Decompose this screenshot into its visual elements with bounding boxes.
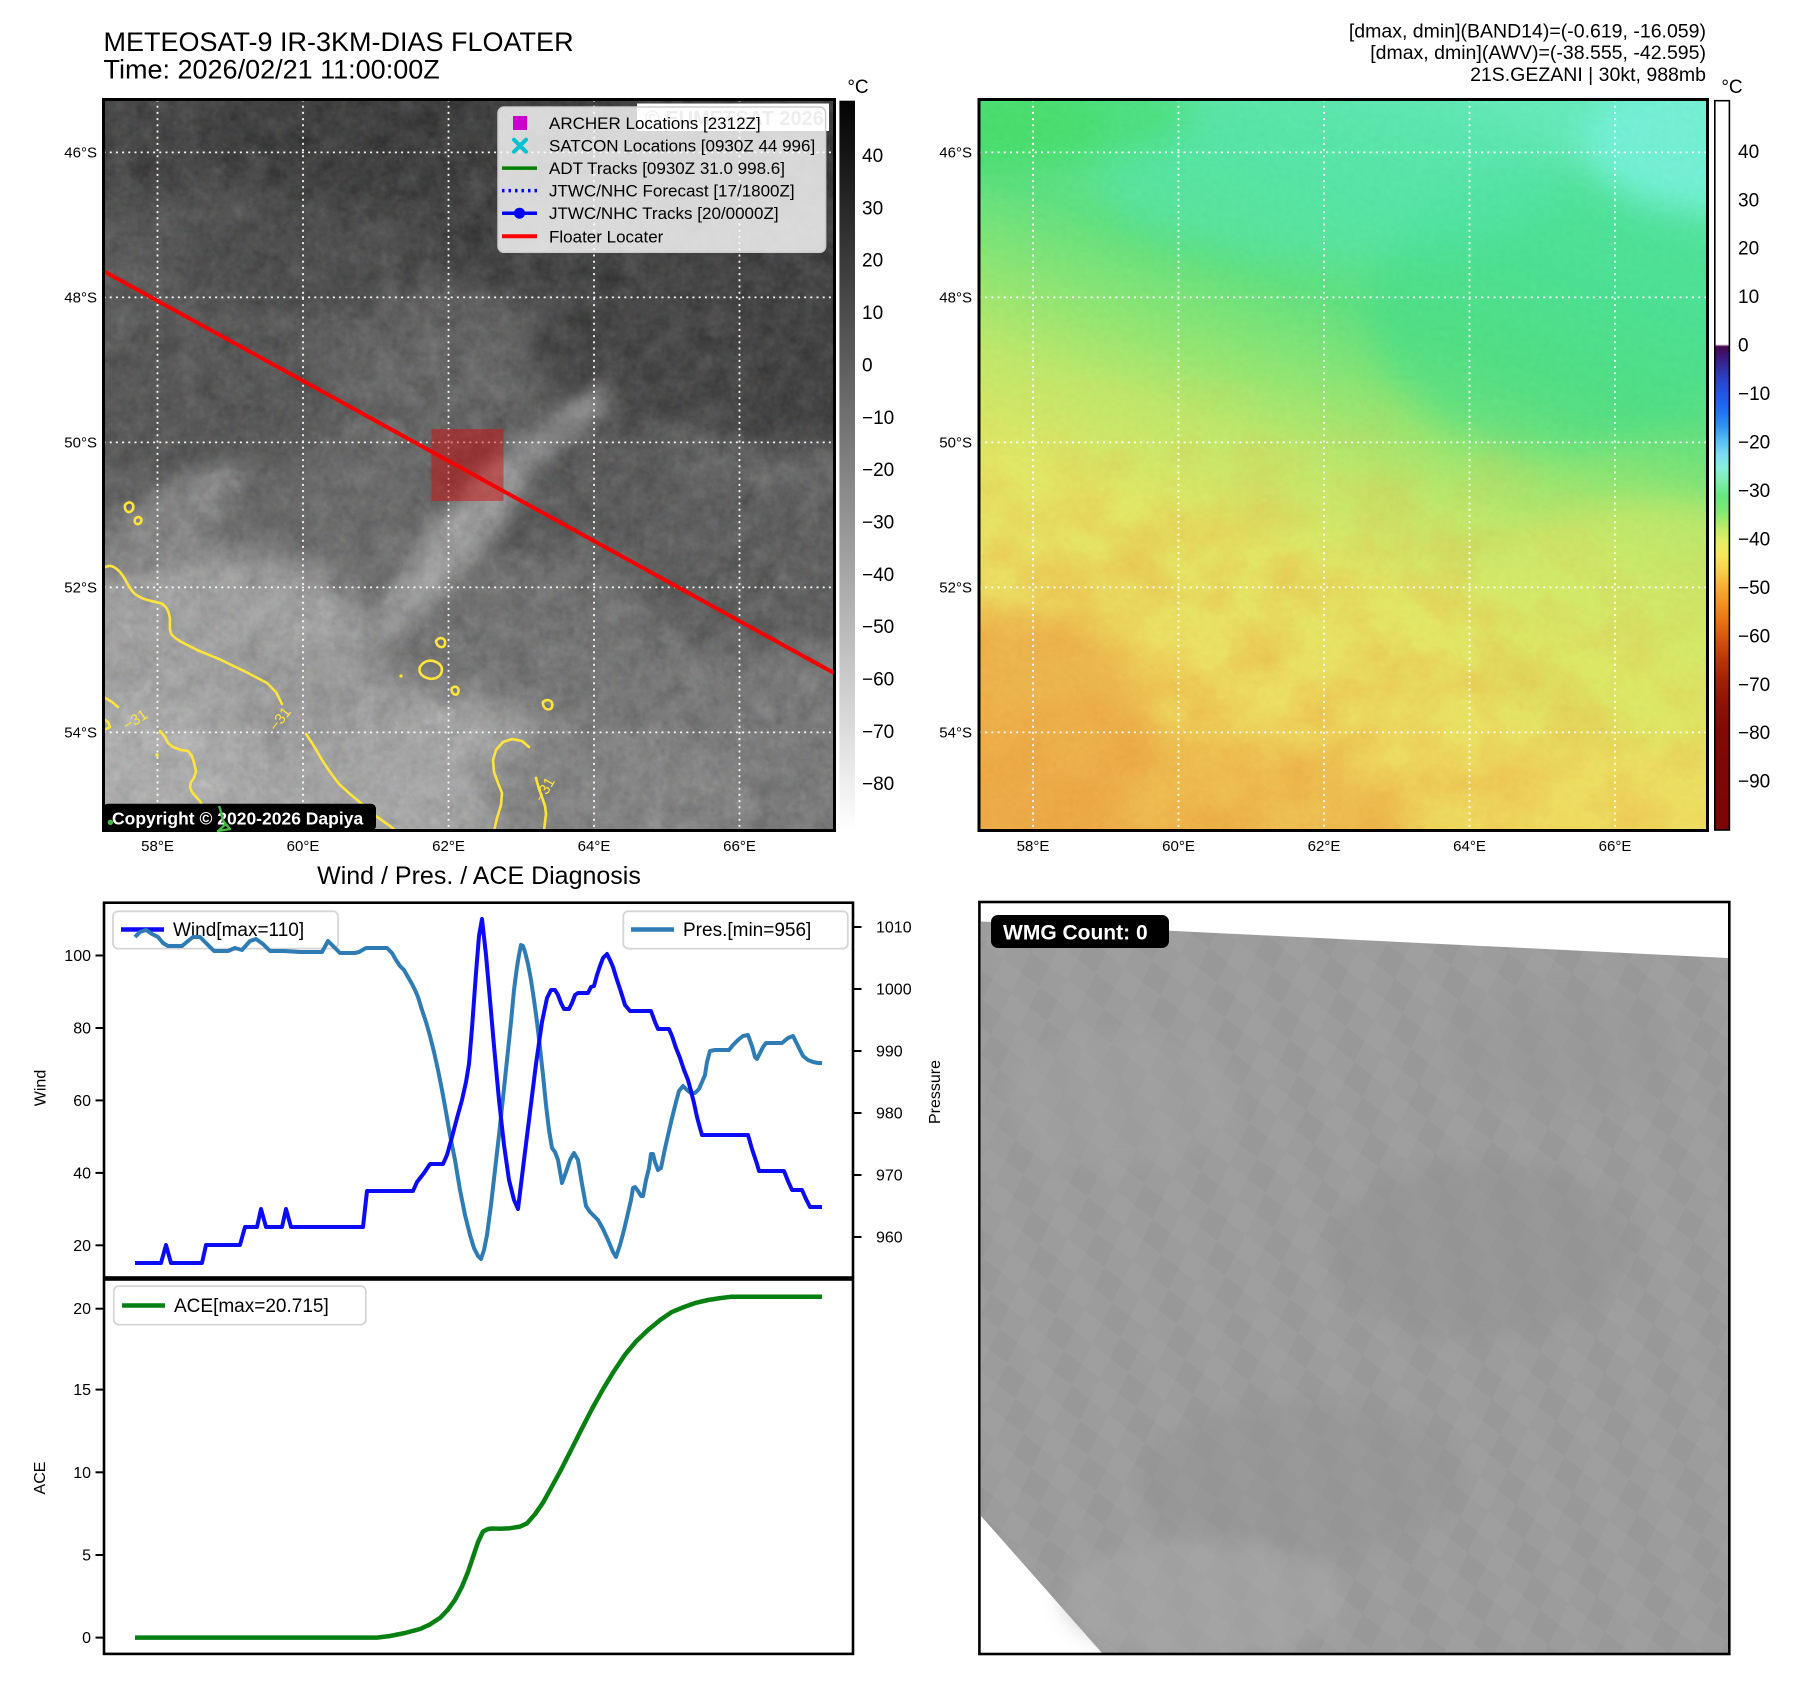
svg-text:0: 0 (82, 1630, 91, 1647)
svg-text:JTWC/NHC Forecast [17/1800Z]: JTWC/NHC Forecast [17/1800Z] (549, 182, 795, 201)
svg-text:°C: °C (1721, 77, 1742, 98)
svg-text:−50: −50 (1738, 578, 1770, 599)
svg-text:10: 10 (73, 1465, 91, 1482)
svg-text:Wind: Wind (33, 1070, 50, 1106)
svg-text:Wind[max=110]: Wind[max=110] (173, 920, 304, 941)
svg-text:15: 15 (73, 1382, 91, 1399)
svg-text:60°E: 60°E (287, 838, 320, 855)
svg-text:0: 0 (862, 355, 873, 376)
svg-text:52°S: 52°S (64, 579, 97, 596)
svg-text:−70: −70 (862, 722, 894, 743)
svg-text:62°E: 62°E (432, 838, 465, 855)
svg-text:[dmax, dmin](BAND14)=(-0.619,: [dmax, dmin](BAND14)=(-0.619, -16.059) (1349, 21, 1706, 43)
svg-text:30: 30 (862, 198, 883, 219)
svg-text:−10: −10 (862, 408, 894, 429)
svg-text:100: 100 (64, 948, 91, 965)
svg-text:58°E: 58°E (1017, 838, 1050, 855)
svg-text:−40: −40 (1738, 529, 1770, 550)
svg-text:54°S: 54°S (64, 724, 97, 741)
svg-text:[dmax, dmin](AWV)=(-38.555, -4: [dmax, dmin](AWV)=(-38.555, -42.595) (1370, 42, 1706, 64)
svg-text:20: 20 (1738, 239, 1759, 260)
svg-text:−70: −70 (1738, 675, 1770, 696)
svg-text:60°E: 60°E (1162, 838, 1195, 855)
svg-text:20: 20 (73, 1301, 91, 1318)
svg-text:46°S: 46°S (64, 144, 97, 161)
svg-text:WMG Count: 0: WMG Count: 0 (1003, 922, 1148, 945)
svg-text:−20: −20 (1738, 433, 1770, 454)
svg-text:20: 20 (862, 251, 883, 272)
svg-text:−10: −10 (1738, 384, 1770, 405)
svg-text:64°E: 64°E (1453, 838, 1486, 855)
svg-text:−40: −40 (862, 565, 894, 586)
svg-text:SATCON Locations [0930Z 44 996: SATCON Locations [0930Z 44 996] (549, 137, 815, 156)
svg-text:66°E: 66°E (723, 838, 756, 855)
svg-text:Floater Locater: Floater Locater (549, 227, 664, 246)
svg-text:−20: −20 (862, 460, 894, 481)
svg-text:21S.GEZANI | 30kt, 988mb: 21S.GEZANI | 30kt, 988mb (1470, 64, 1706, 86)
svg-text:58°E: 58°E (141, 838, 174, 855)
svg-text:ACE[max=20.715]: ACE[max=20.715] (174, 1296, 329, 1317)
svg-text:1000: 1000 (876, 982, 912, 999)
svg-text:Copyright © 2020-2026 Dapiya: Copyright © 2020-2026 Dapiya (112, 809, 363, 829)
svg-text:54°S: 54°S (939, 724, 972, 741)
svg-text:−60: −60 (1738, 626, 1770, 647)
svg-text:990: 990 (876, 1044, 903, 1061)
svg-text:60: 60 (73, 1093, 91, 1110)
svg-text:80: 80 (73, 1021, 91, 1038)
svg-text:ARCHER Locations [2312Z]: ARCHER Locations [2312Z] (549, 114, 761, 133)
svg-text:ACE: ACE (32, 1462, 49, 1495)
svg-text:−60: −60 (862, 670, 894, 691)
svg-text:−80: −80 (862, 774, 894, 795)
svg-text:48°S: 48°S (939, 289, 972, 306)
svg-text:62°E: 62°E (1308, 838, 1341, 855)
svg-text:66°E: 66°E (1599, 838, 1632, 855)
svg-text:Pressure: Pressure (927, 1060, 944, 1124)
svg-text:10: 10 (862, 303, 883, 324)
svg-text:52°S: 52°S (939, 579, 972, 596)
svg-text:48°S: 48°S (64, 289, 97, 306)
svg-text:−50: −50 (862, 617, 894, 638)
svg-text:40: 40 (862, 146, 883, 167)
svg-text:−90: −90 (1738, 772, 1770, 793)
svg-text:1010: 1010 (876, 920, 912, 937)
svg-text:10: 10 (1738, 287, 1759, 308)
svg-text:960: 960 (876, 1230, 903, 1247)
svg-text:−30: −30 (1738, 481, 1770, 502)
svg-text:64°E: 64°E (578, 838, 611, 855)
svg-text:METEOSAT-9 IR-3KM-DIAS FLOATER: METEOSAT-9 IR-3KM-DIAS FLOATER (104, 27, 574, 57)
svg-text:40: 40 (73, 1165, 91, 1182)
svg-text:Time: 2026/02/21 11:00:00Z: Time: 2026/02/21 11:00:00Z (104, 55, 440, 85)
svg-text:46°S: 46°S (939, 144, 972, 161)
svg-text:50°S: 50°S (64, 434, 97, 451)
svg-text:−30: −30 (862, 512, 894, 533)
svg-text:20: 20 (73, 1238, 91, 1255)
svg-text:°C: °C (847, 77, 868, 98)
svg-text:−80: −80 (1738, 723, 1770, 744)
svg-text:Pres.[min=956]: Pres.[min=956] (683, 920, 811, 941)
svg-text:50°S: 50°S (939, 434, 972, 451)
svg-text:980: 980 (876, 1106, 903, 1123)
svg-text:0: 0 (1738, 336, 1749, 357)
svg-text:5: 5 (82, 1548, 91, 1565)
svg-text:JTWC/NHC Tracks [20/0000Z]: JTWC/NHC Tracks [20/0000Z] (549, 204, 779, 223)
svg-text:Wind / Pres. / ACE Diagnosis: Wind / Pres. / ACE Diagnosis (317, 862, 641, 890)
svg-text:970: 970 (876, 1168, 903, 1185)
svg-text:ADT Tracks [0930Z 31.0 998.6]: ADT Tracks [0930Z 31.0 998.6] (549, 159, 785, 178)
svg-text:30: 30 (1738, 190, 1759, 211)
svg-text:40: 40 (1738, 142, 1759, 163)
